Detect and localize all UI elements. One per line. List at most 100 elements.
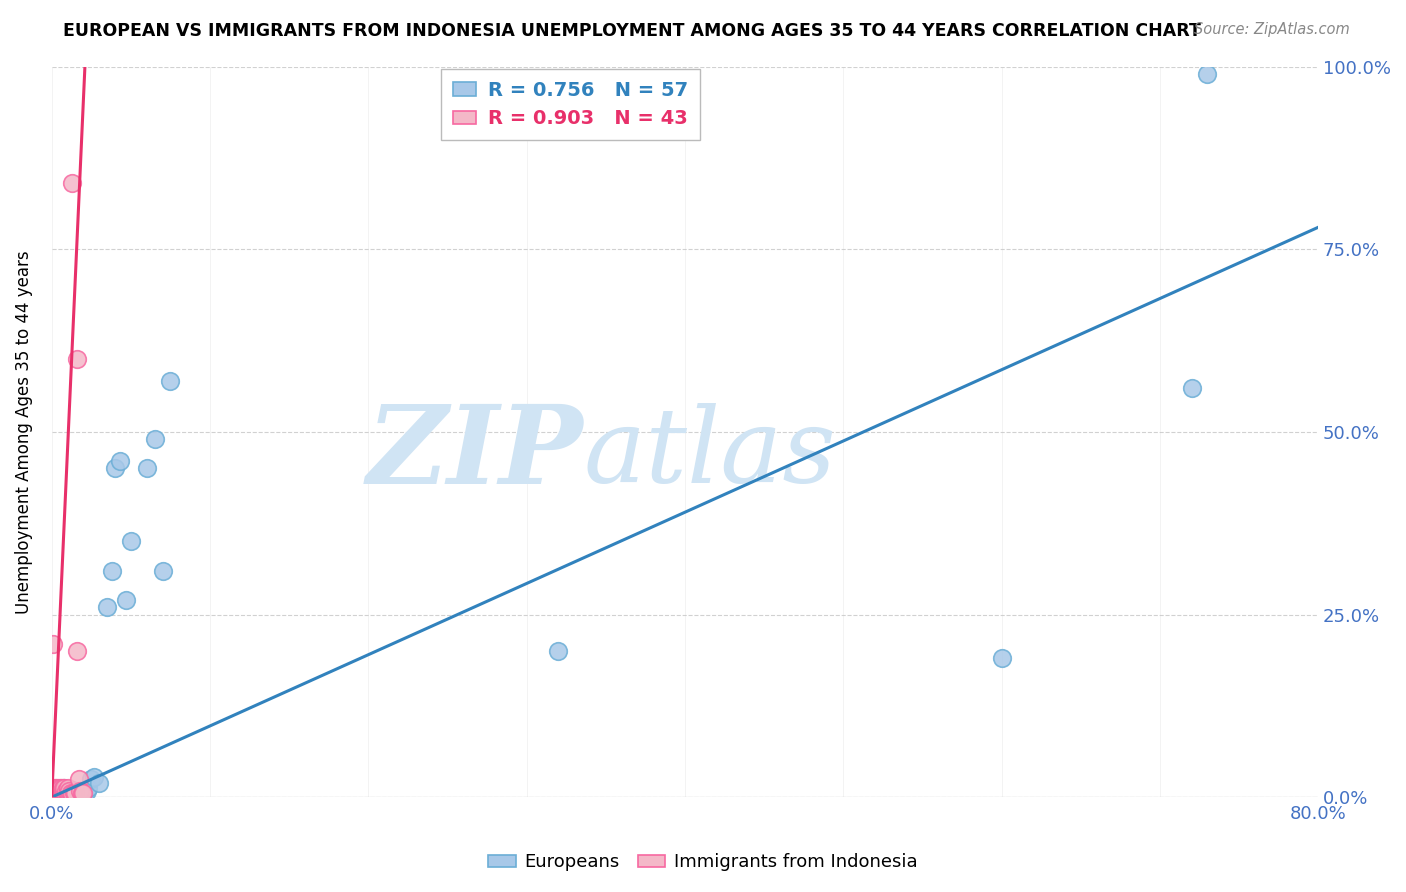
Point <box>143 432 166 446</box>
Point <box>46 787 69 801</box>
Point <box>44 788 66 802</box>
Point <box>70 786 93 800</box>
Point <box>63 786 86 800</box>
Point <box>72 787 94 801</box>
Point <box>52 786 75 800</box>
Point <box>58 787 80 801</box>
Point <box>108 454 131 468</box>
Point <box>60 787 83 801</box>
Point <box>44 784 66 798</box>
Point <box>56 785 79 799</box>
Point <box>72 784 94 798</box>
Point <box>547 644 569 658</box>
Point <box>53 781 76 796</box>
Point <box>70 786 93 800</box>
Point <box>44 784 66 798</box>
Point <box>51 787 73 801</box>
Point <box>46 783 69 797</box>
Point <box>48 788 70 802</box>
Text: atlas: atlas <box>583 403 837 505</box>
Text: Source: ZipAtlas.com: Source: ZipAtlas.com <box>1194 22 1350 37</box>
Point <box>42 787 65 801</box>
Point <box>46 780 69 795</box>
Point <box>55 784 77 798</box>
Point <box>55 788 77 802</box>
Point <box>67 772 90 786</box>
Point <box>45 781 67 796</box>
Point <box>48 782 70 797</box>
Point <box>56 788 79 802</box>
Point <box>52 785 75 799</box>
Point <box>152 564 174 578</box>
Point <box>65 787 87 801</box>
Text: ZIP: ZIP <box>367 400 583 508</box>
Point <box>51 780 73 795</box>
Point <box>44 780 66 795</box>
Point <box>42 637 65 651</box>
Point <box>1180 381 1202 395</box>
Point <box>76 783 98 797</box>
Point <box>120 534 142 549</box>
Point <box>67 787 90 801</box>
Point <box>56 785 79 799</box>
Text: EUROPEAN VS IMMIGRANTS FROM INDONESIA UNEMPLOYMENT AMONG AGES 35 TO 44 YEARS COR: EUROPEAN VS IMMIGRANTS FROM INDONESIA UN… <box>63 22 1201 40</box>
Point <box>42 785 65 799</box>
Point <box>52 781 75 796</box>
Point <box>53 787 76 801</box>
Point <box>1197 67 1219 81</box>
Point <box>73 782 96 797</box>
Point <box>101 564 124 578</box>
Point <box>58 783 80 797</box>
Point <box>52 782 75 797</box>
Point <box>51 787 73 801</box>
Point <box>60 782 83 797</box>
Point <box>52 788 75 802</box>
Point <box>48 785 70 799</box>
Y-axis label: Unemployment Among Ages 35 to 44 years: Unemployment Among Ages 35 to 44 years <box>15 250 32 614</box>
Point <box>65 787 87 801</box>
Point <box>51 784 73 798</box>
Point <box>60 787 83 801</box>
Point <box>96 600 118 615</box>
Point <box>58 787 80 801</box>
Point <box>53 785 76 799</box>
Point <box>46 784 69 798</box>
Point <box>51 784 73 798</box>
Point <box>44 787 66 801</box>
Point <box>59 787 82 801</box>
Point <box>45 782 67 797</box>
Point <box>45 785 67 799</box>
Point <box>83 771 105 785</box>
Point <box>80 772 103 786</box>
Point <box>69 784 91 798</box>
Point <box>42 781 65 796</box>
Legend: Europeans, Immigrants from Indonesia: Europeans, Immigrants from Indonesia <box>481 847 925 879</box>
Point <box>42 788 65 802</box>
Point <box>69 784 91 798</box>
Point <box>159 374 181 388</box>
Point <box>990 651 1012 665</box>
Point <box>45 787 67 801</box>
Point <box>55 783 77 797</box>
Point <box>59 784 82 798</box>
Point <box>56 781 79 796</box>
Point <box>48 785 70 799</box>
Point <box>60 177 83 191</box>
Point <box>66 351 89 366</box>
Point <box>58 783 80 797</box>
Point <box>53 787 76 801</box>
Point <box>135 461 157 475</box>
Point <box>56 788 79 802</box>
Point <box>46 787 69 801</box>
Point <box>115 593 138 607</box>
Legend: R = 0.756   N = 57, R = 0.903   N = 43: R = 0.756 N = 57, R = 0.903 N = 43 <box>441 69 700 140</box>
Point <box>56 782 79 797</box>
Point <box>48 781 70 796</box>
Point <box>48 788 70 802</box>
Point <box>45 788 67 802</box>
Point <box>59 787 82 801</box>
Point <box>55 787 77 801</box>
Point <box>65 783 87 797</box>
Point <box>66 644 89 658</box>
Point <box>53 784 76 798</box>
